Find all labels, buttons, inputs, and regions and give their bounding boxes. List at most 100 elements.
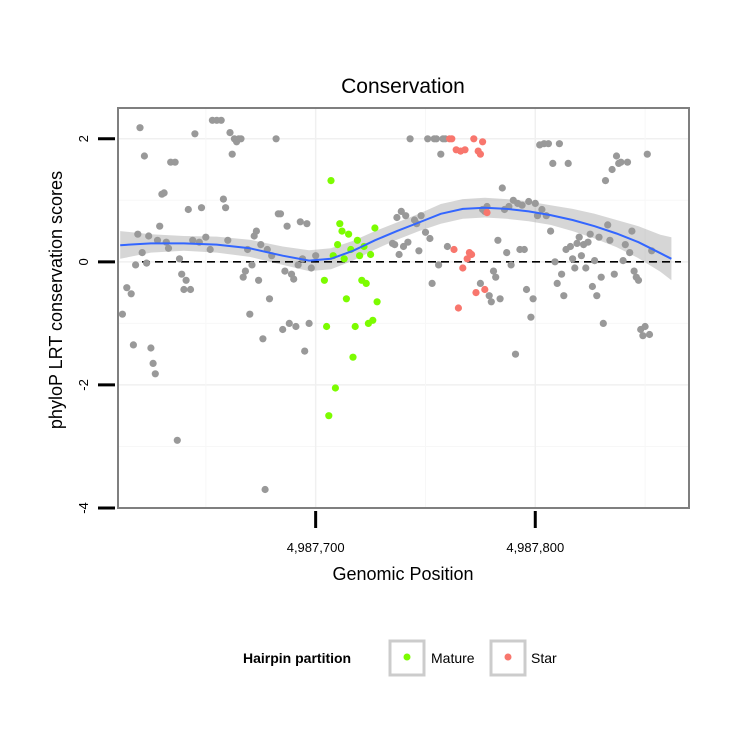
point-other <box>566 242 575 251</box>
point-other <box>305 319 313 327</box>
point-other <box>569 255 577 263</box>
point-other <box>432 135 440 143</box>
point-other <box>182 276 190 284</box>
legend-dot-star <box>504 653 512 661</box>
point-other <box>279 325 287 334</box>
point-other <box>487 298 495 306</box>
point-mature <box>351 322 359 331</box>
point-other <box>619 257 627 265</box>
point-star <box>459 264 467 272</box>
point-other <box>485 292 493 300</box>
point-other <box>276 210 285 218</box>
point-mature <box>367 250 375 259</box>
point-other <box>610 270 618 278</box>
point-other <box>435 261 443 269</box>
point-star <box>472 289 480 297</box>
point-other <box>511 350 520 358</box>
point-other <box>206 245 214 254</box>
legend-key-star <box>489 639 527 677</box>
point-other <box>123 284 131 292</box>
point-other <box>178 270 186 278</box>
point-other <box>156 222 164 230</box>
point-other <box>145 232 153 240</box>
point-other <box>136 124 144 132</box>
legend-title: Hairpin partition <box>243 650 351 666</box>
point-other <box>507 261 515 269</box>
point-other <box>612 152 621 160</box>
point-star <box>468 250 476 259</box>
point-other <box>553 279 561 287</box>
point-other <box>522 285 531 294</box>
point-other <box>496 295 504 303</box>
point-other <box>257 241 265 249</box>
point-star <box>461 146 469 154</box>
point-other <box>588 282 597 291</box>
point-other <box>241 267 249 275</box>
point-other <box>191 130 199 138</box>
point-other <box>573 239 581 247</box>
point-other <box>421 228 430 236</box>
point-other <box>586 230 594 238</box>
x-axis: 4,987,700 4,987,800 <box>287 511 564 555</box>
point-other <box>597 273 605 281</box>
point-other <box>202 233 210 241</box>
legend: Hairpin partition Mature Star <box>243 639 557 677</box>
plot-background <box>118 108 689 508</box>
point-other <box>417 212 425 220</box>
point-other <box>261 485 269 494</box>
point-mature <box>349 353 357 361</box>
point-other <box>406 135 414 143</box>
point-other <box>402 212 410 220</box>
point-other <box>645 330 654 339</box>
y-axis-title: phyloP LRT conservation scores <box>46 171 66 429</box>
point-mature <box>323 322 331 331</box>
point-other <box>127 290 135 298</box>
point-other <box>171 158 179 166</box>
point-other <box>134 230 142 238</box>
point-star <box>481 285 489 294</box>
legend-dot-mature <box>403 653 411 661</box>
point-other <box>558 270 566 278</box>
point-other <box>290 275 298 283</box>
point-other <box>151 370 159 378</box>
y-tick-label: -2 <box>76 379 91 391</box>
point-other <box>606 236 614 244</box>
point-mature <box>342 295 350 303</box>
point-other <box>272 135 280 143</box>
point-other <box>186 285 195 294</box>
point-other <box>593 292 601 300</box>
point-other <box>164 244 173 252</box>
point-other <box>265 295 274 303</box>
legend-entry-mature: Mature <box>388 639 475 677</box>
point-other <box>492 273 500 281</box>
point-other <box>643 150 651 158</box>
point-other <box>577 252 586 260</box>
point-other <box>404 238 412 246</box>
point-other <box>443 242 451 251</box>
data-points <box>118 116 656 494</box>
point-other <box>599 319 607 327</box>
legend-label-star: Star <box>531 650 557 666</box>
point-other <box>525 197 533 206</box>
smooth-trend-line <box>120 206 672 262</box>
point-other <box>626 249 634 257</box>
y-axis: -4 -2 0 2 <box>76 135 115 514</box>
point-other <box>575 233 583 241</box>
point-other <box>399 242 408 251</box>
point-other <box>143 259 151 267</box>
point-mature <box>325 412 333 420</box>
point-other <box>129 341 137 349</box>
point-other <box>571 264 579 272</box>
point-other <box>397 207 405 215</box>
point-mature <box>338 227 346 235</box>
point-mature <box>373 298 381 306</box>
point-other <box>248 261 256 269</box>
point-other <box>503 249 511 257</box>
plot-panel <box>117 107 690 509</box>
point-other <box>584 238 592 246</box>
point-other <box>285 319 293 327</box>
point-other <box>628 227 636 235</box>
point-other <box>527 313 535 321</box>
point-other <box>555 140 564 148</box>
